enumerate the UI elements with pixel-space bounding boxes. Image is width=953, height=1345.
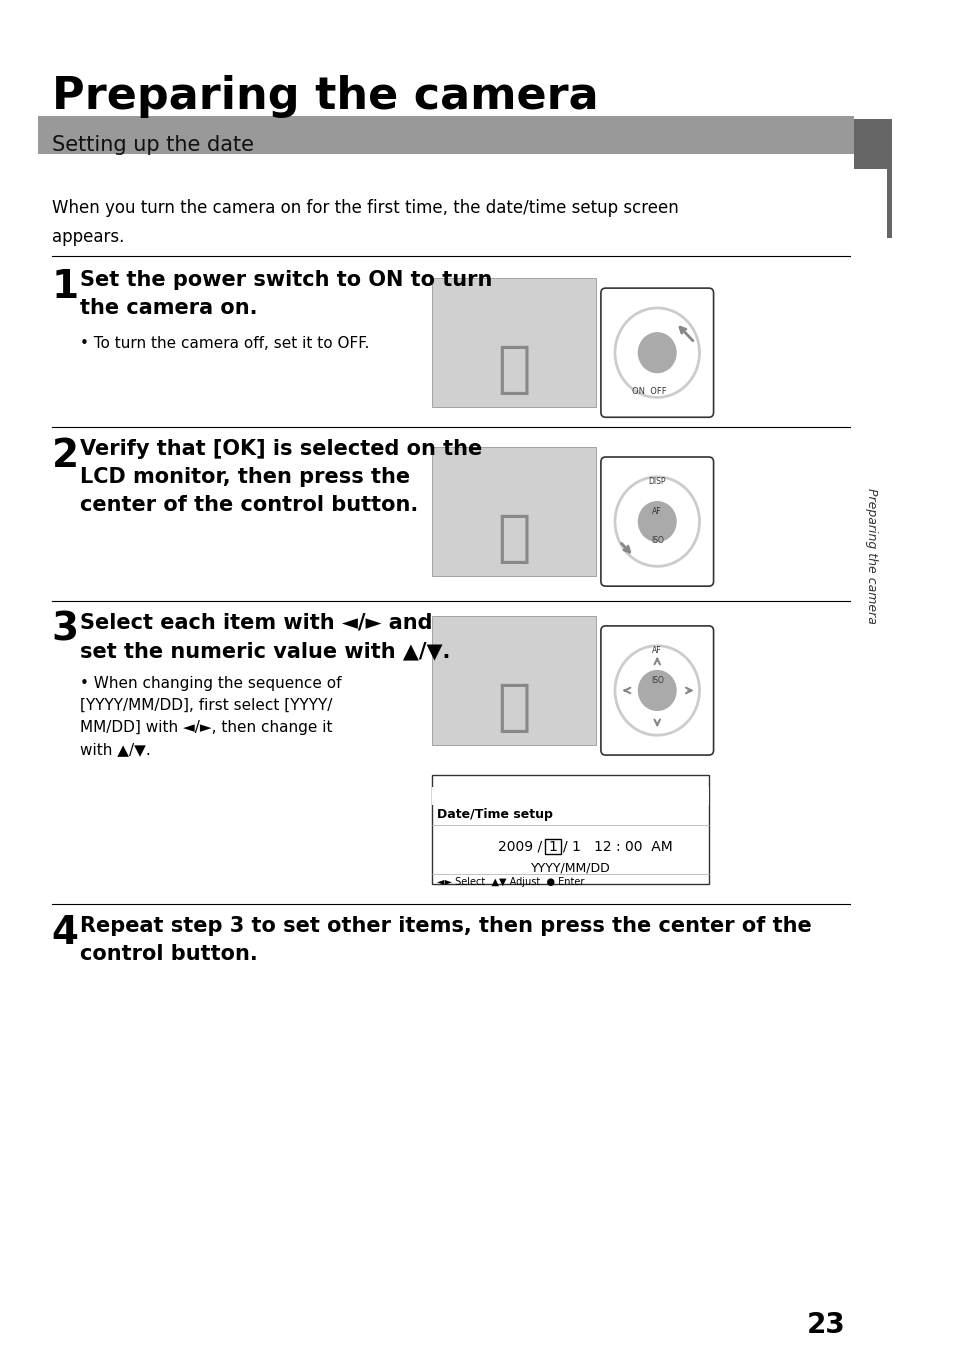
Text: 📷: 📷 bbox=[497, 511, 530, 566]
Text: ON  OFF: ON OFF bbox=[632, 387, 666, 397]
Text: DISP: DISP bbox=[648, 477, 665, 486]
Bar bbox=[432, 278, 596, 408]
Text: Setting up the date: Setting up the date bbox=[51, 134, 253, 155]
Text: 📷: 📷 bbox=[497, 343, 530, 397]
Bar bbox=[432, 775, 708, 884]
Text: ◄► Select  ▲▼ Adjust  ● Enter: ◄► Select ▲▼ Adjust ● Enter bbox=[436, 877, 583, 888]
Text: 📷: 📷 bbox=[497, 681, 530, 734]
Text: 2009 /: 2009 / bbox=[497, 839, 541, 854]
Text: 1: 1 bbox=[51, 268, 79, 307]
Text: YYYY/MM/DD: YYYY/MM/DD bbox=[531, 861, 610, 874]
Text: 4: 4 bbox=[51, 915, 78, 952]
Circle shape bbox=[638, 671, 676, 710]
FancyBboxPatch shape bbox=[600, 625, 713, 755]
Bar bbox=[544, 838, 561, 854]
Text: 1: 1 bbox=[548, 839, 557, 854]
FancyBboxPatch shape bbox=[600, 457, 713, 586]
Text: Repeat step 3 to set other items, then press the center of the
control button.: Repeat step 3 to set other items, then p… bbox=[80, 916, 811, 964]
Bar bbox=[854, 120, 891, 238]
Text: Preparing the camera: Preparing the camera bbox=[864, 488, 877, 624]
FancyBboxPatch shape bbox=[600, 288, 713, 417]
Text: • When changing the sequence of
[YYYY/MM/DD], first select [YYYY/
MM/DD] with ◄/: • When changing the sequence of [YYYY/MM… bbox=[80, 675, 341, 757]
Circle shape bbox=[638, 332, 676, 373]
Bar bbox=[854, 169, 886, 845]
Text: 2: 2 bbox=[51, 437, 79, 475]
Bar bbox=[432, 616, 596, 745]
Text: Preparing the camera: Preparing the camera bbox=[865, 174, 879, 309]
Text: AF: AF bbox=[652, 646, 661, 655]
Text: ISO: ISO bbox=[650, 537, 663, 546]
Text: • To turn the camera off, set it to OFF.: • To turn the camera off, set it to OFF. bbox=[80, 336, 369, 351]
Text: ISO: ISO bbox=[650, 675, 663, 685]
Text: Verify that [OK] is selected on the
LCD monitor, then press the
center of the co: Verify that [OK] is selected on the LCD … bbox=[80, 438, 481, 515]
Bar bbox=[432, 447, 596, 576]
Text: Select each item with ◄/► and
set the numeric value with ▲/▼.: Select each item with ◄/► and set the nu… bbox=[80, 613, 450, 660]
Text: / 1   12 : 00  AM: / 1 12 : 00 AM bbox=[563, 839, 673, 854]
Text: AF: AF bbox=[652, 507, 661, 515]
Text: When you turn the camera on for the first time, the date/time setup screen
appea: When you turn the camera on for the firs… bbox=[51, 199, 678, 246]
Circle shape bbox=[638, 502, 676, 542]
Text: Set the power switch to ON to turn
the camera on.: Set the power switch to ON to turn the c… bbox=[80, 270, 492, 319]
Text: 3: 3 bbox=[51, 611, 79, 650]
Text: 23: 23 bbox=[805, 1311, 844, 1340]
Text: Date/Time setup: Date/Time setup bbox=[436, 808, 552, 820]
Bar bbox=[37, 116, 854, 153]
Bar bbox=[432, 787, 708, 804]
Text: Preparing the camera: Preparing the camera bbox=[51, 74, 598, 117]
